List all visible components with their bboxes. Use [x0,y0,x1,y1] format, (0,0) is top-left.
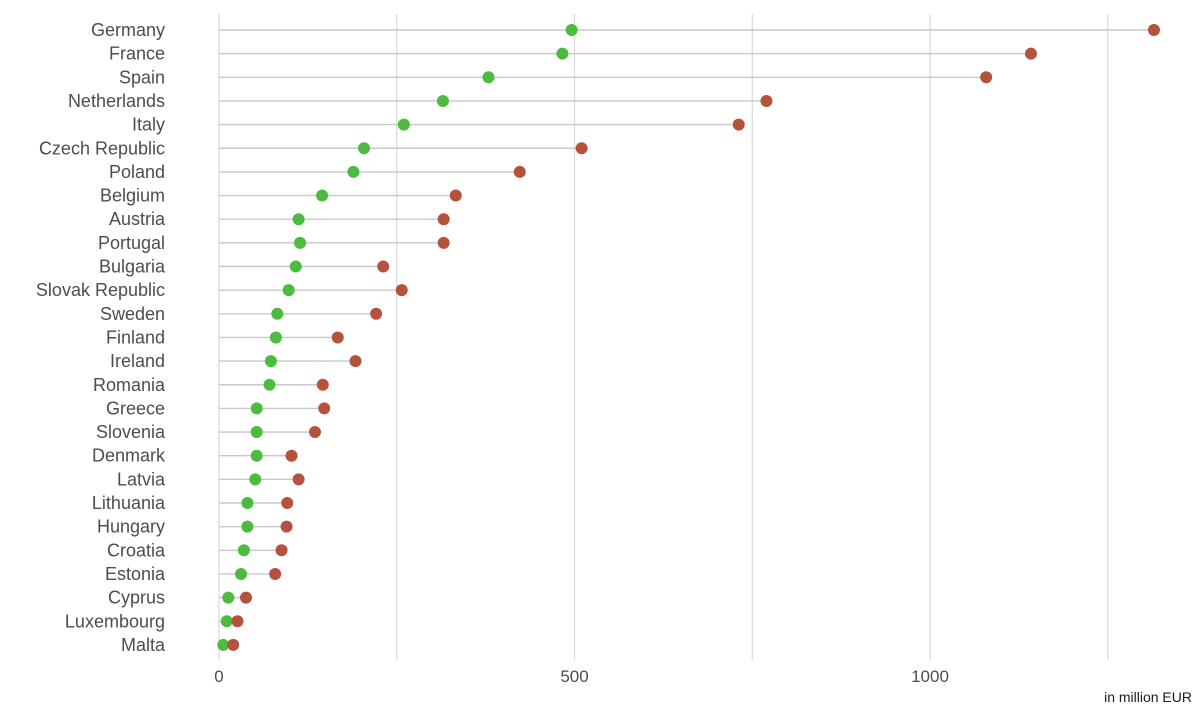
category-labels: Germany France Spain Netherlands Italy Czech … [36,20,166,655]
low-point-portugal [294,236,307,249]
low-point-austria [292,213,305,226]
category-label-lithuania: Lithuania [92,493,166,513]
x-tick-label: 500 [560,667,588,686]
low-point-romania [263,378,276,391]
category-label-poland: Poland [109,162,165,182]
high-point-austria [437,213,450,226]
low-point-belgium [316,189,329,202]
low-point-netherlands [436,94,449,107]
low-point-cyprus [222,591,235,604]
low-point-estonia [235,567,248,580]
low-point-france [556,47,569,60]
high-point-belgium [449,189,462,202]
high-point-sweden [370,307,383,320]
high-point-denmark [285,449,298,462]
high-point-france [1024,47,1037,60]
low-point-finland [269,331,282,344]
low-point-spain [482,71,495,84]
high-point-italy [732,118,745,131]
high-point-czech-republic [575,142,588,155]
x-axis-title: in million EUR [1104,689,1192,705]
x-tick-labels: 0 500 1000 [214,667,949,686]
high-point-greece [318,402,331,415]
category-label-denmark: Denmark [92,446,166,466]
category-label-croatia: Croatia [107,540,166,560]
high-point-luxembourg [231,615,244,628]
low-point-luxembourg [220,615,233,628]
category-label-ireland: Ireland [110,351,165,371]
low-point-croatia [237,544,250,557]
high-point-portugal [437,236,450,249]
category-label-sweden: Sweden [100,304,165,324]
category-label-cyprus: Cyprus [108,588,165,608]
high-point-slovak-republic [395,284,408,297]
category-label-italy: Italy [132,115,165,135]
x-tick-label: 0 [214,667,223,686]
high-point-latvia [292,473,305,486]
category-label-belgium: Belgium [100,186,165,206]
x-gridlines [218,14,1109,660]
low-point-hungary [241,520,254,533]
high-point-slovenia [308,426,321,439]
high-point-spain [980,71,993,84]
low-point-ireland [264,355,277,368]
low-point-italy [397,118,410,131]
low-point-bulgaria [289,260,302,273]
category-label-france: France [109,44,165,64]
category-label-germany: Germany [91,20,165,40]
category-label-portugal: Portugal [98,233,165,253]
category-label-latvia: Latvia [117,469,166,489]
low-point-latvia [249,473,262,486]
high-point-netherlands [760,94,773,107]
high-point-croatia [275,544,288,557]
low-point-sweden [271,307,284,320]
category-label-finland: Finland [106,327,165,347]
high-point-ireland [349,355,362,368]
category-label-austria: Austria [109,209,166,229]
low-point-malta [217,638,230,651]
high-point-finland [331,331,344,344]
low-point-slovenia [250,426,263,439]
high-point-cyprus [240,591,253,604]
category-label-spain: Spain [119,67,165,87]
category-label-netherlands: Netherlands [68,91,165,111]
low-point-greece [250,402,263,415]
high-point-poland [513,165,526,178]
low-point-slovak-republic [282,284,295,297]
low-series-points [217,24,578,651]
low-point-denmark [250,449,263,462]
connector-lines [219,29,1154,646]
high-point-hungary [280,520,293,533]
category-label-luxembourg: Luxembourg [65,611,165,631]
high-series-points [227,24,1160,651]
category-label-malta: Malta [121,635,166,655]
low-point-lithuania [241,497,254,509]
high-point-germany [1147,24,1160,36]
category-label-slovenia: Slovenia [96,422,166,442]
category-label-romania: Romania [93,375,166,395]
high-point-romania [316,378,329,391]
category-label-czech-republic: Czech Republic [39,138,165,158]
low-point-germany [565,24,578,36]
category-label-hungary: Hungary [97,517,165,537]
category-label-bulgaria: Bulgaria [99,257,166,277]
high-point-bulgaria [377,260,390,273]
high-point-estonia [269,567,282,580]
category-label-estonia: Estonia [105,564,166,584]
low-point-czech-republic [358,142,371,155]
high-point-malta [227,638,240,651]
high-point-lithuania [281,497,294,509]
low-point-poland [347,165,360,178]
category-label-greece: Greece [106,398,165,418]
category-label-slovak-republic: Slovak Republic [36,280,165,300]
x-tick-label: 1000 [911,667,949,686]
